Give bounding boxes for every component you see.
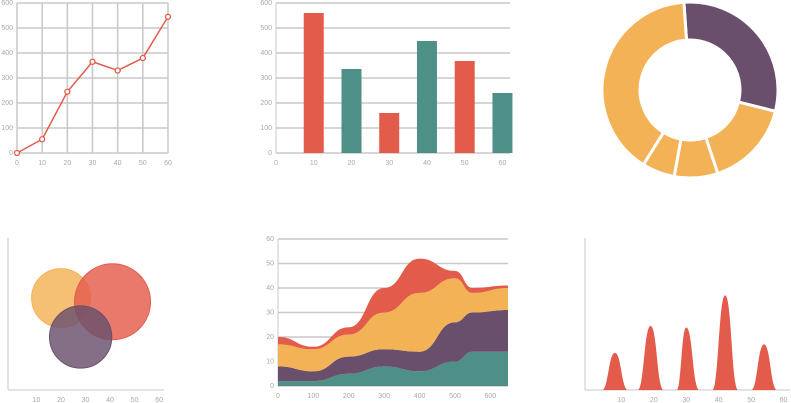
x-tick-label: 40	[423, 160, 431, 167]
y-tick-label: 10	[266, 358, 274, 365]
area	[278, 310, 508, 382]
donut-segment	[682, 0, 780, 114]
x-tick-label: 60	[499, 160, 507, 167]
point	[114, 67, 121, 74]
area	[278, 258, 508, 350]
x-tick-label: 600	[484, 393, 496, 400]
x-tick-label: 0	[274, 160, 278, 167]
x-tick-label: 40	[106, 397, 114, 403]
area	[278, 278, 508, 372]
x-tick-label: 10	[38, 160, 46, 167]
y-tick-label: 30	[266, 309, 274, 316]
x-tick-label: 20	[348, 160, 356, 167]
y-tick-label: 400	[1, 50, 13, 57]
bar	[416, 41, 437, 153]
x-tick-label: 20	[57, 397, 65, 403]
bar	[454, 61, 475, 153]
x-tick-label: 50	[139, 160, 147, 167]
y-tick-label: 0	[9, 150, 13, 157]
y-tick-label: 0	[268, 150, 272, 157]
y-tick-label: 20	[266, 334, 274, 341]
x-tick-label: 200	[343, 393, 355, 400]
y-tick-label: 60	[266, 236, 274, 243]
y-tick-label: 600	[260, 0, 272, 7]
point	[139, 54, 146, 62]
point	[89, 58, 96, 65]
bubble	[49, 305, 113, 369]
x-tick-label: 100	[308, 393, 320, 400]
x-tick-label: 40	[114, 160, 122, 167]
x-tick-label: 10	[33, 397, 41, 403]
x-tick-label: 30	[89, 160, 97, 167]
bar	[492, 93, 513, 153]
x-tick-label: 40	[715, 397, 723, 403]
x-tick-label: 50	[747, 397, 755, 403]
y-tick-label: 100	[260, 125, 272, 132]
donut-segment	[600, 0, 689, 167]
y-tick-label: 200	[260, 100, 272, 107]
bar	[379, 113, 400, 153]
x-tick-label: 60	[155, 397, 163, 403]
x-tick-label: 60	[164, 160, 172, 167]
x-tick-label: 30	[682, 397, 690, 403]
y-tick-label: 200	[1, 100, 13, 107]
point	[164, 13, 172, 20]
x-tick-label: 400	[414, 393, 426, 400]
x-tick-label: 60	[780, 397, 788, 403]
x-tick-label: 30	[385, 160, 393, 167]
x-tick-label: 0	[15, 160, 19, 167]
y-tick-label: 300	[1, 75, 13, 82]
bar	[303, 13, 324, 153]
area	[589, 295, 784, 390]
x-tick-label: 20	[650, 397, 658, 403]
y-tick-label: 0	[270, 383, 274, 390]
donut-segment	[703, 100, 778, 176]
x-tick-label: 10	[310, 160, 318, 167]
x-tick-label: 50	[131, 397, 139, 403]
x-tick-label: 0	[276, 393, 280, 400]
bar	[341, 69, 362, 153]
x-tick-label: 500	[449, 393, 461, 400]
y-tick-label: 50	[266, 260, 274, 267]
y-tick-label: 40	[266, 285, 274, 292]
y-tick-label: 100	[1, 125, 13, 132]
y-tick-label: 300	[260, 75, 272, 82]
y-tick-label: 500	[1, 25, 13, 32]
x-tick-label: 20	[63, 160, 71, 167]
y-tick-label: 500	[260, 25, 272, 32]
y-tick-label: 600	[1, 0, 13, 7]
x-tick-label: 30	[82, 397, 90, 403]
point	[39, 136, 46, 143]
x-tick-label: 10	[618, 397, 626, 403]
x-tick-label: 50	[461, 160, 469, 167]
point	[13, 149, 21, 157]
x-tick-label: 300	[378, 393, 390, 400]
area	[278, 351, 508, 386]
y-tick-label: 400	[260, 50, 272, 57]
point	[64, 88, 71, 95]
